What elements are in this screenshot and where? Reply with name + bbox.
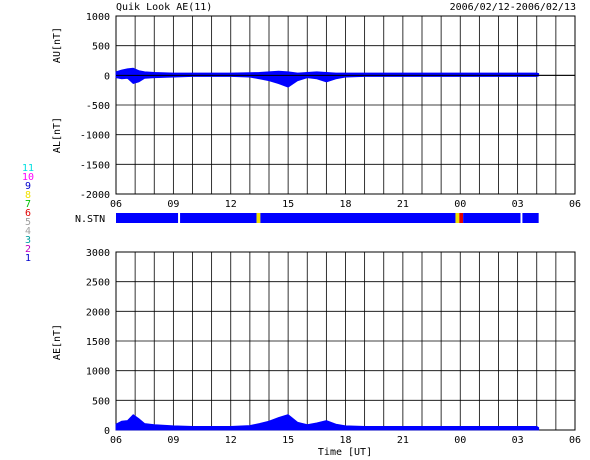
y-tick-label: -1500	[80, 160, 110, 171]
y-tick-label: -1000	[80, 131, 110, 142]
x-tick-label: 18	[339, 435, 351, 446]
nstn-label: N.STN	[75, 214, 105, 225]
y-tick-label: 1000	[86, 12, 110, 23]
station-legend: 11 10 9 8 7 6 5 4 3 2 1	[14, 163, 42, 264]
y-tick-label: 500	[92, 42, 110, 53]
x-tick-label: 21	[397, 199, 409, 210]
ae-series-area	[115, 414, 540, 431]
y-tick-label: 500	[92, 396, 110, 407]
station-legend-item: 4	[24, 226, 32, 237]
al-series-area	[115, 74, 540, 88]
x-tick-label: 03	[512, 435, 524, 446]
y-tick-label: -500	[86, 101, 110, 112]
x-tick-label: 06	[569, 199, 581, 210]
x-tick-label: 00	[454, 435, 466, 446]
x-tick-label: 06	[569, 435, 581, 446]
nstn-segment	[463, 213, 521, 223]
nstn-segment	[459, 213, 464, 223]
station-legend-item: 6	[24, 208, 32, 219]
nstn-segment	[522, 213, 539, 223]
chart-title: Quik Look AE(11)	[116, 2, 213, 13]
x-tick-label: 18	[339, 199, 351, 210]
x-tick-label: 12	[225, 199, 237, 210]
nstn-segment	[256, 213, 261, 223]
nstn-segment	[178, 213, 181, 223]
x-tick-label: 06	[110, 435, 122, 446]
x-tick-label: 06	[110, 199, 122, 210]
y-tick-label: 3000	[86, 248, 110, 259]
station-legend-item: 5	[24, 217, 32, 228]
au-axis-label: AU[nT]	[52, 27, 63, 63]
y-tick-label: -2000	[80, 190, 110, 201]
ae-axis-label: AE[nT]	[52, 324, 63, 360]
y-tick-label: 1000	[86, 367, 110, 378]
x-tick-label: 15	[282, 435, 294, 446]
x-tick-label: 09	[167, 199, 179, 210]
x-tick-label: 12	[225, 435, 237, 446]
station-legend-item: 3	[24, 235, 32, 246]
x-tick-label: 15	[282, 199, 294, 210]
y-tick-label: 0	[104, 426, 110, 437]
nstn-segment	[116, 213, 179, 223]
x-tick-label: 03	[512, 199, 524, 210]
x-tick-label: 21	[397, 435, 409, 446]
station-legend-item: 11	[21, 163, 35, 174]
nstn-segment	[455, 213, 460, 223]
station-legend-item: 2	[24, 244, 32, 255]
au-series-area	[115, 67, 540, 76]
station-legend-item: 10	[21, 172, 35, 183]
nstn-segment	[520, 213, 523, 223]
date-range: 2006/02/12-2006/02/13	[449, 2, 576, 13]
x-tick-label: 00	[454, 199, 466, 210]
x-axis-label: Time [UT]	[318, 447, 372, 458]
y-tick-label: 1500	[86, 337, 110, 348]
x-tick-label: 09	[167, 435, 179, 446]
nstn-segment	[180, 213, 257, 223]
al-axis-label: AL[nT]	[52, 117, 63, 153]
station-legend-item: 7	[24, 199, 32, 210]
station-legend-item: 1	[24, 253, 32, 264]
y-tick-label: 0	[104, 71, 110, 82]
station-legend-item: 9	[24, 181, 32, 192]
nstn-segment	[260, 213, 456, 223]
y-tick-label: 2000	[86, 307, 110, 318]
station-legend-item: 8	[24, 190, 32, 201]
y-tick-label: 2500	[86, 278, 110, 289]
